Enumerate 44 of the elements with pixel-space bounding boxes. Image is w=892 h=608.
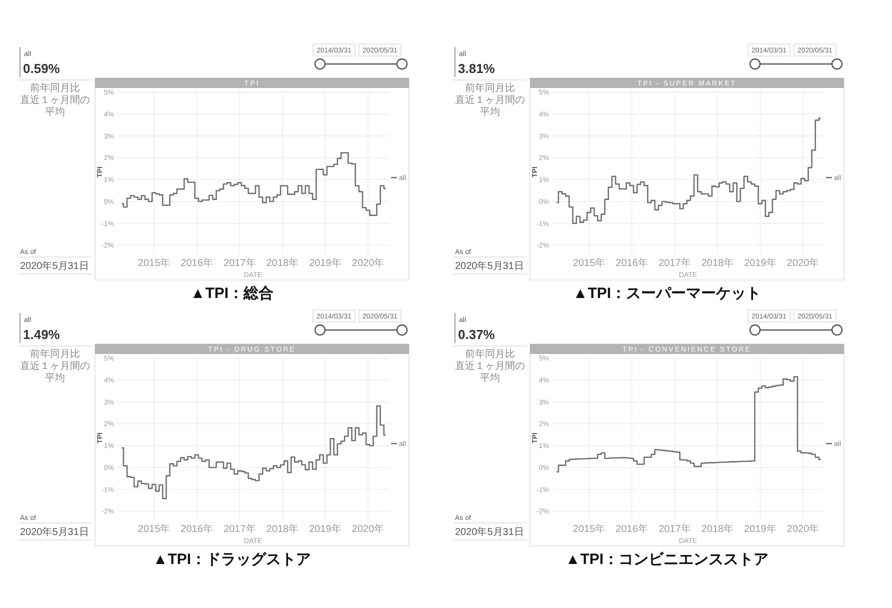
x-tick-label: 2020年 [352, 257, 384, 269]
x-tick-label: 2015年 [138, 523, 170, 535]
text: 直近１ヶ月間の平均 [19, 95, 91, 119]
x-tick-label: 2018年 [701, 257, 734, 269]
x-tick-label: 2015年 [572, 523, 606, 535]
text: 2020年5月31日 [20, 526, 89, 538]
x-tick-label: 2016年 [180, 523, 213, 535]
x-tick-label: 2018年 [266, 523, 299, 535]
text: 直近１ヶ月間の平均 [454, 361, 526, 385]
x-tick-label: 2020年 [352, 523, 384, 535]
x-tick-label: 2016年 [616, 257, 648, 269]
x-tick-label: 2016年 [180, 257, 213, 269]
text: 2020年5月31日 [455, 260, 524, 272]
text: 前年同月比 [29, 83, 81, 94]
text: 3.81% [458, 61, 496, 76]
text: 2020年5月31日 [20, 260, 89, 272]
x-tick-label: 2019年 [309, 257, 342, 269]
x-tick-label: 2017年 [658, 257, 691, 269]
x-tick-label: 2019年 [744, 257, 776, 269]
x-tick-label: 2020年 [786, 523, 820, 535]
x-tick-label: 2017年 [224, 257, 256, 269]
x-tick-label: 2016年 [616, 523, 648, 535]
text: 0.37% [458, 327, 496, 342]
x-tick-label: 2018年 [266, 257, 299, 269]
text: ▲TPI：コンビニエンスストア [565, 551, 769, 568]
x-tick-label: 2017年 [658, 523, 691, 535]
x-tick-label: 2019年 [309, 523, 342, 535]
x-tick-label: 2020年 [786, 257, 820, 269]
text: ▲TPI：スーパーマーケット [572, 285, 762, 302]
text: 前年同月比 [464, 349, 516, 360]
x-tick-label: 2015年 [572, 257, 606, 269]
text: 0.59% [23, 61, 60, 76]
text: 直近１ヶ月間の平均 [19, 361, 91, 385]
x-tick-label: 2019年 [744, 523, 776, 535]
x-tick-label: 2015年 [138, 257, 170, 269]
x-tick-label: 2017年 [224, 523, 256, 535]
text: 1.49% [23, 327, 60, 342]
text: 前年同月比 [464, 83, 516, 94]
text: ▲TPI：総合 [190, 285, 274, 302]
text: 前年同月比 [29, 349, 81, 360]
text: 直近１ヶ月間の平均 [454, 95, 526, 119]
text: ▲TPI：ドラッグストア [152, 551, 312, 568]
x-tick-label: 2018年 [701, 523, 734, 535]
text: 2020年5月31日 [455, 526, 524, 538]
